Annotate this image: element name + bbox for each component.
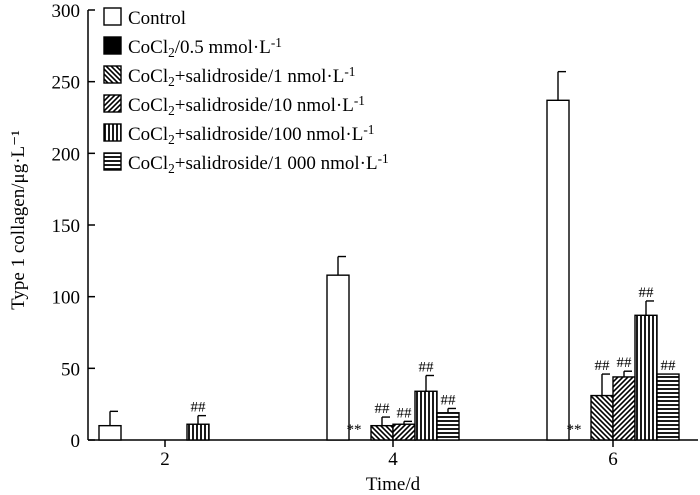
legend-swatch — [103, 7, 122, 26]
legend-swatch — [103, 94, 122, 113]
data-label: ## — [595, 358, 611, 374]
y-tick-label: 50 — [61, 359, 80, 380]
bar — [612, 376, 636, 441]
bar — [634, 314, 658, 441]
x-axis-label: Time/d — [366, 474, 421, 495]
bar — [546, 99, 570, 441]
y-tick-label: 200 — [52, 144, 81, 165]
x-tick-label: 2 — [160, 449, 170, 470]
bar — [392, 423, 416, 441]
legend-swatch — [103, 36, 122, 55]
legend-swatch — [103, 65, 122, 84]
data-label: ## — [191, 400, 207, 416]
y-tick-label: 100 — [52, 288, 81, 309]
y-tick-label: 300 — [52, 1, 81, 22]
legend-label: Control — [128, 8, 186, 29]
legend-label: CoCl2+salidroside/1 000 nmol·L-1 — [128, 151, 389, 175]
data-label: ## — [419, 360, 435, 376]
legend-label: CoCl2/0.5 mmol·L-1 — [128, 35, 282, 59]
legend: Control CoCl2/0.5 mmol·L-1 CoCl2+salidrosi… — [103, 7, 389, 176]
legend-label: CoCl2+salidroside/1 nmol·L-1 — [128, 64, 355, 88]
data-label: ## — [375, 401, 391, 417]
data-label: ## — [441, 392, 457, 408]
bar — [436, 412, 460, 441]
x-tick-label: 6 — [608, 449, 618, 470]
legend-swatch — [103, 152, 122, 171]
bar — [656, 373, 680, 441]
legend-label: CoCl2+salidroside/100 nmol·L-1 — [128, 122, 374, 146]
y-tick-label: 250 — [52, 73, 81, 94]
x-tick-label: 4 — [388, 449, 398, 470]
y-tick-label: 0 — [71, 431, 81, 452]
bar — [326, 274, 350, 441]
bar — [98, 424, 122, 441]
bars: ## ** ## ## ## ## ** ## ## ## ## — [98, 70, 680, 441]
data-label: ** — [567, 422, 582, 438]
y-tick-label: 150 — [52, 216, 81, 237]
bar — [590, 394, 614, 441]
y-axis-label: Type 1 collagen/μg·L⁻¹ — [8, 130, 29, 310]
bar — [414, 390, 438, 441]
data-label: ## — [661, 358, 677, 374]
data-label: ## — [639, 285, 655, 301]
axes: 0 50 100 150 200 250 300 2 4 6 — [52, 1, 698, 470]
legend-label: CoCl2+salidroside/10 nmol·L-1 — [128, 93, 365, 117]
bar — [370, 424, 394, 441]
data-label: ## — [397, 405, 413, 421]
data-label: ## — [617, 355, 633, 371]
data-label: ** — [347, 422, 362, 438]
bar — [186, 423, 210, 441]
legend-swatch — [103, 123, 122, 142]
